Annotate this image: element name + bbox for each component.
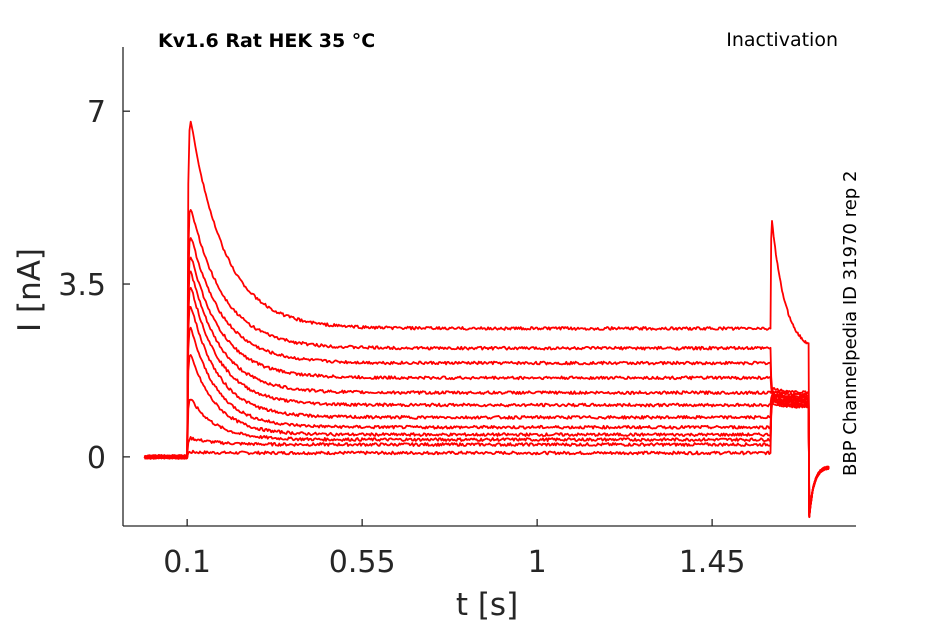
y-axis-label: I [nA] [12, 248, 48, 332]
protocol-label: Inactivation [726, 29, 838, 51]
x-tick-label: 1 [528, 545, 547, 580]
current-trace [143, 237, 830, 518]
x-axis-label: t [s] [456, 587, 518, 623]
y-ticks: 03.57 [58, 95, 130, 476]
channelpedia-id-label: BBP Channelpedia ID 31970 rep 2 [840, 171, 861, 476]
chart-title: Kv1.6 Rat HEK 35 °C [158, 30, 375, 52]
x-ticks: 0.1 0.55 1 1.45 [163, 519, 746, 580]
y-tick-label: 7 [87, 95, 106, 130]
x-tick-label: 0.55 [329, 545, 396, 580]
current-trace [144, 402, 830, 517]
y-tick-label: 0 [87, 441, 106, 476]
current-trace [143, 354, 829, 518]
current-trace [144, 326, 830, 518]
current-trace [144, 305, 829, 518]
current-trace [143, 270, 830, 519]
current-trace [143, 286, 830, 517]
current-trace [144, 398, 830, 517]
current-trace [143, 209, 830, 517]
current-trace [144, 400, 830, 516]
current-trace [144, 256, 830, 516]
x-tick-label: 0.1 [163, 545, 211, 580]
x-tick-label: 1.45 [679, 545, 746, 580]
y-tick-label: 3.5 [58, 268, 106, 303]
current-trace [144, 120, 830, 517]
current-traces [143, 120, 830, 519]
